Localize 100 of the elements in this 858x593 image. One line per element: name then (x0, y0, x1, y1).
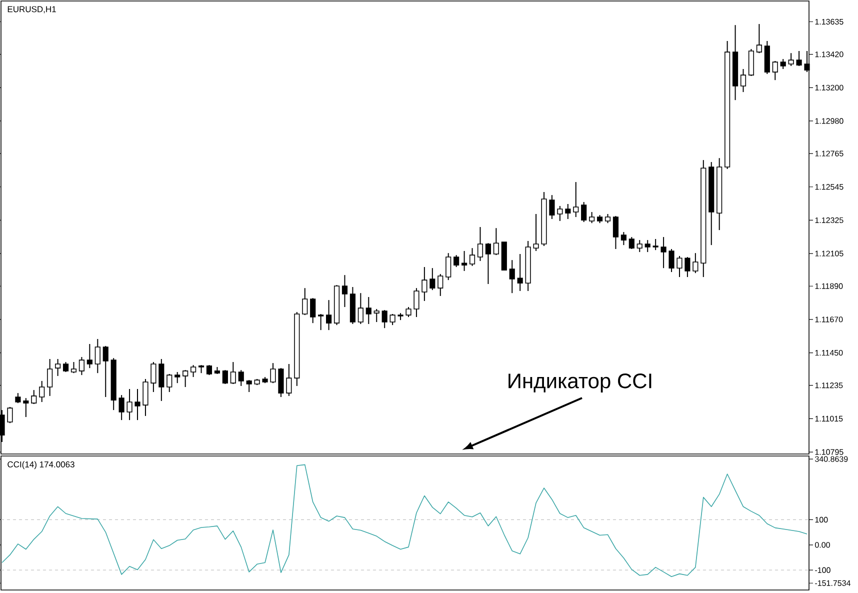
candlestick (102, 345, 108, 398)
y-tick-label: 1.11235 (815, 382, 843, 388)
candlestick (788, 52, 794, 66)
candlestick (70, 362, 77, 374)
text: CCI(14) 174.0063 (8, 461, 74, 470)
candlestick (660, 236, 666, 269)
candlestick (557, 205, 563, 222)
y-tick-label: 1.11450 (815, 350, 843, 356)
candlestick (565, 204, 571, 220)
candlestick (15, 392, 21, 404)
y-tick-label: 100 (815, 516, 828, 523)
candlestick (589, 212, 595, 224)
candlestick (628, 236, 634, 250)
candlestick (47, 358, 53, 396)
candlestick (581, 202, 587, 223)
candlestick (230, 362, 236, 384)
candlestick (573, 182, 579, 218)
candlestick (318, 313, 324, 331)
candlestick (636, 240, 642, 253)
candlestick (246, 380, 252, 393)
y-tick-label: -100 (815, 567, 830, 573)
y-tick-label: 1.11890 (815, 283, 843, 289)
candlestick (358, 292, 364, 324)
y-tick-label: 1.11015 (815, 416, 843, 422)
candlestick (206, 364, 212, 376)
candlestick (366, 296, 372, 324)
candlestick (222, 370, 228, 384)
candlestick (23, 398, 29, 418)
candlestick (549, 194, 555, 220)
y-tick-label: 0.00 (815, 542, 830, 548)
y-tick-label: 1.12545 (815, 184, 844, 190)
candlestick (342, 274, 348, 308)
candlestick (780, 58, 786, 70)
y-tick-label: 1.12105 (815, 250, 844, 256)
candlestick (238, 370, 244, 386)
candlestick (270, 362, 276, 384)
candlestick (374, 308, 380, 323)
y-tick-label: 1.12980 (815, 118, 844, 124)
candlestick (438, 274, 444, 296)
candlestick (493, 228, 499, 256)
candlestick (86, 343, 92, 369)
text: EURUSD,H1 (8, 6, 56, 14)
candlestick (7, 406, 13, 424)
candlestick (509, 260, 515, 294)
candlestick (652, 238, 658, 251)
candlestick (668, 248, 674, 273)
y-tick-label: -151.7534 (815, 580, 850, 586)
y-tick-label: 340.8639 (815, 456, 848, 462)
candlestick (533, 214, 539, 252)
candlestick (326, 300, 332, 331)
candlestick (430, 268, 436, 291)
candlestick (158, 358, 164, 402)
candlestick (644, 240, 650, 253)
candlestick (166, 373, 172, 393)
candlestick (772, 60, 778, 81)
candlestick (692, 252, 698, 274)
candlestick (174, 372, 180, 384)
candlestick (94, 338, 100, 374)
candlestick (310, 298, 316, 324)
candlestick (756, 24, 762, 54)
y-tick-label: 1.12765 (815, 150, 844, 156)
candlestick (517, 254, 523, 292)
y-tick-label: 1.13200 (815, 84, 844, 90)
candlestick (454, 254, 460, 268)
candlestick (422, 266, 428, 302)
candlestick (612, 215, 619, 250)
candlestick (142, 378, 148, 416)
candlestick (190, 364, 196, 378)
candlestick (406, 306, 412, 318)
candlestick (469, 248, 476, 266)
y-tick-label: 1.13420 (815, 51, 844, 58)
candlestick (382, 310, 388, 329)
candlestick (684, 256, 690, 278)
candlestick (620, 232, 626, 246)
candlestick (78, 356, 84, 376)
y-tick-label: 1.11670 (815, 316, 843, 322)
annotation: Индикатор CCI (508, 373, 652, 392)
candlestick (446, 252, 452, 281)
candlestick (286, 363, 292, 396)
candlestick (390, 313, 396, 326)
candlestick (414, 288, 420, 318)
candlestick (604, 214, 611, 224)
candlestick (31, 390, 37, 404)
candlestick (485, 242, 491, 284)
candlestick (134, 388, 140, 421)
candlestick (477, 226, 484, 262)
candlestick (118, 394, 124, 421)
candlestick (302, 288, 308, 316)
candlestick (62, 362, 69, 373)
y-tick-label: 1.10795 (815, 449, 844, 455)
candlestick (39, 380, 45, 403)
candlestick (150, 362, 156, 393)
candlestick (55, 358, 61, 376)
y-tick-label: 1.13635 (815, 18, 844, 25)
candlestick (676, 255, 682, 278)
candlestick (740, 68, 746, 93)
candlestick (182, 370, 188, 388)
candlestick (126, 388, 132, 421)
candlestick (461, 250, 468, 272)
candlestick (796, 50, 802, 66)
